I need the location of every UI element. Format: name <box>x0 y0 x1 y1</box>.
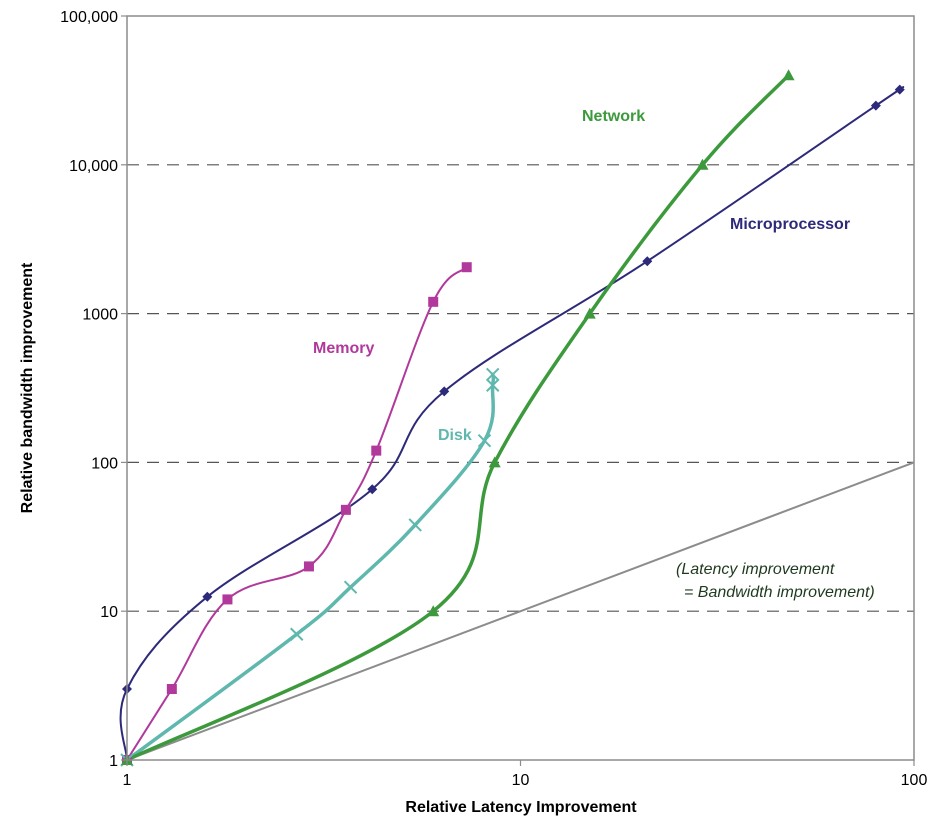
y-tick-label: 100,000 <box>60 9 118 26</box>
annotation-line-1: (Latency improvement <box>676 561 835 578</box>
data-point-disk <box>408 518 422 532</box>
data-point-disk <box>486 378 500 392</box>
annotation-line-2: = Bandwidth improvement) <box>684 584 875 601</box>
data-point-microprocessor <box>367 484 378 495</box>
data-point-network <box>696 158 709 170</box>
x-tick-label: 1 <box>123 772 132 789</box>
x-tick-label: 100 <box>901 772 928 789</box>
data-point-memory <box>166 684 177 695</box>
data-point-disk <box>477 433 492 448</box>
series-line-network <box>125 73 791 762</box>
data-point-memory <box>340 504 351 515</box>
data-point-memory <box>428 296 439 307</box>
data-point-microprocessor <box>202 591 213 602</box>
gridlines <box>127 164 914 612</box>
series-label-microprocessor: Microprocessor <box>730 216 850 233</box>
data-point-disk <box>343 580 358 594</box>
series-line-memory <box>126 266 468 761</box>
series-label-network: Network <box>582 108 645 125</box>
data-point-network <box>427 605 440 617</box>
data-point-memory <box>303 561 314 572</box>
series-lines <box>119 73 905 762</box>
y-tick-label: 1 <box>109 753 118 770</box>
data-point-memory <box>222 594 233 605</box>
plot-frame <box>126 15 915 761</box>
data-point-disk <box>486 367 500 382</box>
equal-improvement-reference-line <box>126 461 915 761</box>
data-point-network <box>488 456 501 468</box>
y-tick-label: 10 <box>100 604 118 621</box>
data-point-microprocessor <box>642 256 653 267</box>
y-axis-title: Relative bandwidth improvement <box>19 262 36 513</box>
data-point-microprocessor <box>870 100 881 111</box>
data-point-microprocessor <box>894 84 905 95</box>
data-point-microprocessor <box>439 386 450 397</box>
series-line-disk <box>125 372 496 762</box>
data-point-network <box>782 69 795 81</box>
data-point-network <box>583 307 596 319</box>
y-tick-label: 100 <box>91 455 118 472</box>
series-line-microprocessor <box>119 86 905 761</box>
y-tick-label: 1000 <box>82 307 118 324</box>
tick-labels: 1 10 100 1000 10,000 100,000 1 10 100 <box>60 9 927 789</box>
data-point-memory <box>371 445 382 456</box>
data-point-memory <box>461 262 472 273</box>
series-label-disk: Disk <box>438 427 472 444</box>
series-label-memory: Memory <box>313 340 374 357</box>
series-markers <box>120 69 905 767</box>
y-tick-label: 10,000 <box>69 158 118 175</box>
series-line-reference <box>126 461 915 761</box>
x-axis-title: Relative Latency Improvement <box>405 799 637 816</box>
x-tick-label: 10 <box>512 772 530 789</box>
data-point-disk <box>290 627 304 641</box>
